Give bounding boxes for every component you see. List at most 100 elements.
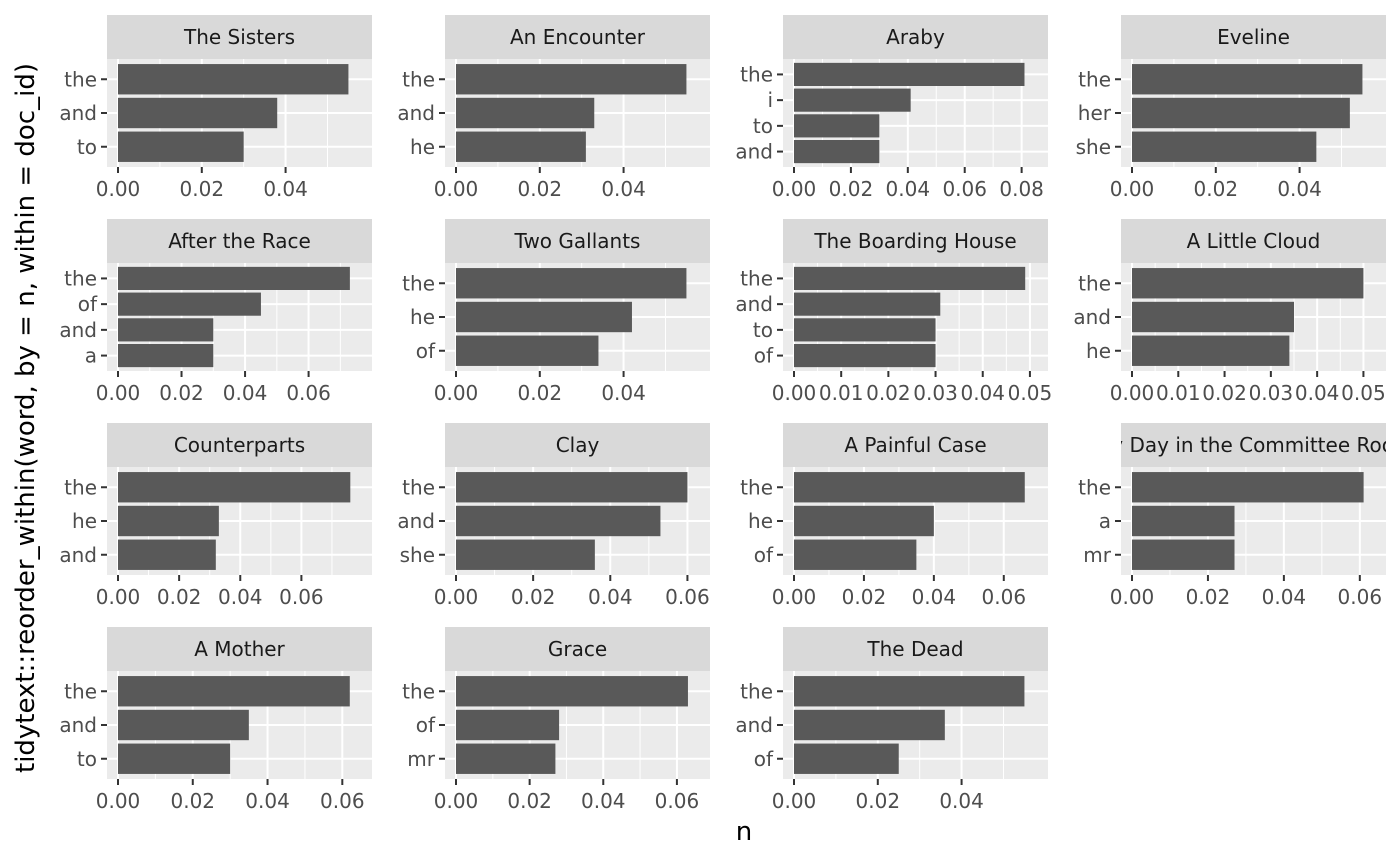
x-tick-label: 0.02 — [1194, 177, 1239, 201]
y-tick-label: of — [754, 344, 774, 368]
bar — [794, 292, 941, 316]
facet-title: Eveline — [1217, 25, 1290, 49]
y-tick-label: the — [1078, 475, 1111, 499]
facet-title: Araby — [886, 25, 945, 49]
y-tick-label: the — [64, 679, 97, 703]
facet-panel: The Dead the and of 0.00 0.02 0.04 — [735, 627, 1048, 813]
y-tick-label: of — [416, 339, 436, 363]
y-tick-label: to — [77, 747, 97, 771]
x-tick-label: 0.04 — [1262, 585, 1307, 609]
x-tick-label: 0.06 — [279, 585, 324, 609]
bar — [794, 676, 1025, 707]
x-tick-label: 0.04 — [1295, 381, 1340, 405]
x-tick-label: 0.00 — [96, 789, 141, 813]
x-tick-label: 0.00 — [96, 177, 141, 201]
x-tick-label: 0.01 — [819, 381, 864, 405]
y-tick-label: the — [402, 271, 435, 295]
bar — [118, 344, 214, 368]
bar — [456, 472, 688, 503]
x-tick-label: 0.03 — [913, 381, 958, 405]
y-tick-label: and — [59, 318, 97, 342]
bar — [456, 301, 632, 333]
y-tick-label: the — [1078, 67, 1111, 91]
facet-strip — [107, 219, 372, 263]
x-tick-label: 0.00 — [434, 177, 479, 201]
y-tick-label: the — [64, 67, 97, 91]
bar — [794, 140, 880, 164]
bar — [118, 709, 249, 741]
x-tick-label: 0.04 — [218, 585, 263, 609]
bar — [794, 539, 917, 570]
facet-title: Ivy Day in the Committee Room — [1094, 433, 1400, 457]
x-tick-label: 0.04 — [960, 381, 1005, 405]
bar — [794, 114, 880, 138]
x-tick-label: 0.00 — [1110, 585, 1155, 609]
x-tick-label: 0.02 — [157, 585, 202, 609]
x-tick-label: 0.02 — [1202, 381, 1247, 405]
facet-strip — [445, 219, 710, 263]
y-tick-label: mr — [1083, 543, 1111, 567]
y-tick-label: and — [397, 509, 435, 533]
facet-title: A Mother — [194, 637, 285, 661]
y-tick-label: the — [1078, 271, 1111, 295]
x-tick-label: 0.00 — [772, 381, 817, 405]
y-tick-label: the — [740, 266, 773, 290]
y-tick-label: and — [735, 292, 773, 316]
y-tick-label: to — [77, 135, 97, 159]
bar — [456, 64, 687, 95]
x-tick-label: 0.04 — [601, 381, 646, 405]
x-tick-label: 0.06 — [665, 585, 710, 609]
x-tick-label: 0.01 — [1156, 381, 1201, 405]
y-tick-label: he — [72, 509, 97, 533]
x-tick-label: 0.02 — [511, 585, 556, 609]
bar — [1132, 539, 1235, 570]
y-tick-label: and — [397, 101, 435, 125]
x-tick-label: 0.02 — [518, 177, 563, 201]
facet-title: The Dead — [866, 637, 963, 661]
y-tick-label: the — [740, 679, 773, 703]
facet-panel: Clay the and she 0.00 0.02 0.04 0.06 — [397, 423, 710, 609]
y-tick-label: and — [59, 713, 97, 737]
x-tick-label: 0.04 — [939, 789, 984, 813]
bar — [118, 505, 219, 537]
y-tick-label: of — [78, 292, 98, 316]
facet-title: Grace — [548, 637, 607, 661]
bar — [794, 472, 1025, 503]
y-tick-label: the — [402, 679, 435, 703]
x-tick-label: 0.06 — [942, 177, 987, 201]
y-tick-label: of — [754, 747, 774, 771]
bar — [118, 292, 261, 316]
bar — [118, 676, 350, 707]
facet-strip — [445, 423, 710, 467]
bar — [794, 62, 1025, 86]
x-tick-label: 0.04 — [1277, 177, 1322, 201]
facet-title: The Boarding House — [813, 229, 1016, 253]
y-axis-title: tidytext::reorder_within(word, by = n, w… — [11, 63, 41, 773]
facet-strip — [1121, 423, 1386, 467]
x-tick-label: 0.04 — [223, 381, 268, 405]
y-tick-label: and — [735, 713, 773, 737]
x-tick-label: 0.00 — [96, 585, 141, 609]
y-tick-label: she — [400, 543, 435, 567]
facet-title: The Sisters — [183, 25, 295, 49]
facet-panel: Counterparts the he and 0.00 0.02 0.04 0.06 — [59, 423, 372, 609]
facet-title: Two Gallants — [514, 229, 641, 253]
facet-strip — [107, 627, 372, 671]
x-tick-label: 0.00 — [434, 789, 479, 813]
bar — [118, 266, 350, 290]
bar — [456, 505, 661, 537]
facet-panel: A Painful Case the he of 0.00 0.02 0.04 0.06 — [740, 423, 1048, 609]
y-tick-label: and — [735, 140, 773, 164]
bar — [456, 539, 595, 570]
x-tick-label: 0.02 — [829, 177, 874, 201]
y-tick-label: a — [85, 344, 97, 368]
y-tick-label: the — [64, 475, 97, 499]
x-tick-label: 0.00 — [96, 381, 141, 405]
bar — [1132, 335, 1290, 366]
facet-panel: Two Gallants the he of 0.00 0.02 0.04 — [402, 219, 710, 405]
x-tick-label: 0.02 — [518, 381, 563, 405]
